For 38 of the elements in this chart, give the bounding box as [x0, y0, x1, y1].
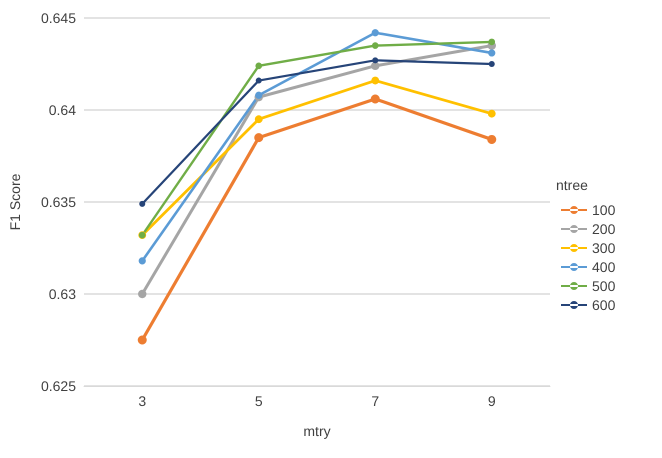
point	[488, 61, 495, 67]
y-axis-title: F1 Score	[7, 173, 23, 230]
y-tick-label: 0.635	[40, 194, 76, 210]
y-tick-label: 0.64	[48, 102, 76, 118]
point	[372, 57, 378, 64]
point	[256, 78, 262, 84]
legend-label: 500	[592, 278, 616, 294]
point	[370, 94, 380, 104]
point	[138, 257, 146, 264]
point	[372, 29, 379, 36]
x-tick-label: 3	[138, 393, 146, 409]
point	[371, 62, 380, 70]
point	[371, 76, 380, 84]
point	[488, 38, 496, 46]
x-axis-title: mtry	[303, 423, 331, 439]
legend-label: 200	[592, 221, 616, 237]
x-tick-label: 5	[254, 393, 263, 409]
x-tick-label: 9	[488, 393, 496, 409]
point	[139, 200, 146, 207]
legend-title: ntree	[556, 177, 588, 193]
legend-label: 600	[592, 297, 616, 313]
point	[488, 110, 496, 118]
point	[372, 42, 379, 49]
point	[254, 115, 263, 124]
legend-label: 400	[592, 259, 616, 275]
point	[254, 133, 264, 142]
y-tick-label: 0.625	[40, 378, 76, 394]
legend-label: 300	[592, 240, 616, 256]
point	[255, 62, 262, 70]
point	[138, 336, 147, 344]
point	[487, 134, 496, 144]
point	[138, 290, 146, 298]
x-tick-label: 7	[371, 393, 380, 409]
point	[488, 49, 496, 57]
legend-label: 100	[592, 202, 616, 218]
y-tick-label: 0.645	[40, 10, 76, 26]
y-tick-label: 0.63	[48, 286, 76, 302]
point	[255, 92, 262, 99]
